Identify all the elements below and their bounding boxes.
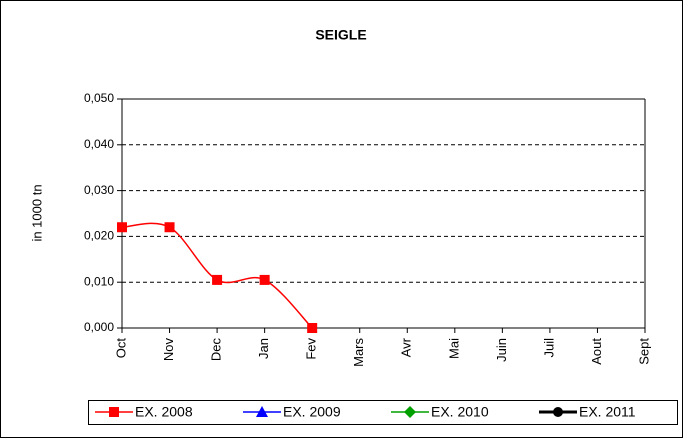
y-tick-label: 0,010 xyxy=(84,274,114,288)
legend-label: EX. 2009 xyxy=(283,404,341,420)
x-tick-label: Juin xyxy=(494,338,509,362)
x-tick-label: Mai xyxy=(446,338,461,359)
y-tick-label: 0,040 xyxy=(84,137,114,151)
legend-marker xyxy=(404,406,416,418)
legend-marker xyxy=(109,407,119,417)
x-tick-label: Aout xyxy=(589,338,604,365)
x-tick-label: Avr xyxy=(399,337,414,357)
legend-label: EX. 2011 xyxy=(579,404,636,420)
x-tick-label: Juil xyxy=(541,338,556,358)
legend-marker xyxy=(553,407,563,417)
y-tick-label: 0,030 xyxy=(84,183,114,197)
legend-marker xyxy=(256,406,268,417)
legend-label: EX. 2010 xyxy=(431,404,489,420)
data-point xyxy=(307,323,318,333)
legend-label: EX. 2008 xyxy=(135,404,193,420)
y-tick-label: 0,050 xyxy=(84,91,114,105)
chart-title: SEIGLE xyxy=(315,27,366,43)
data-point xyxy=(164,222,175,233)
data-point xyxy=(212,274,223,285)
legend-box xyxy=(88,400,678,425)
x-tick-label: Nov xyxy=(161,338,176,362)
y-axis-label: in 1000 tn xyxy=(29,184,44,241)
x-tick-label: Sept xyxy=(636,338,651,365)
x-tick-label: Jan xyxy=(256,338,271,359)
x-tick-label: Fev xyxy=(304,338,319,360)
y-tick-label: 0,000 xyxy=(84,320,114,334)
data-point xyxy=(259,274,270,285)
data-point xyxy=(117,222,127,233)
x-tick-label: Dec xyxy=(209,338,224,362)
y-tick-label: 0,020 xyxy=(84,229,114,243)
x-tick-label: Mars xyxy=(351,338,366,367)
x-tick-label: Oct xyxy=(113,338,128,359)
